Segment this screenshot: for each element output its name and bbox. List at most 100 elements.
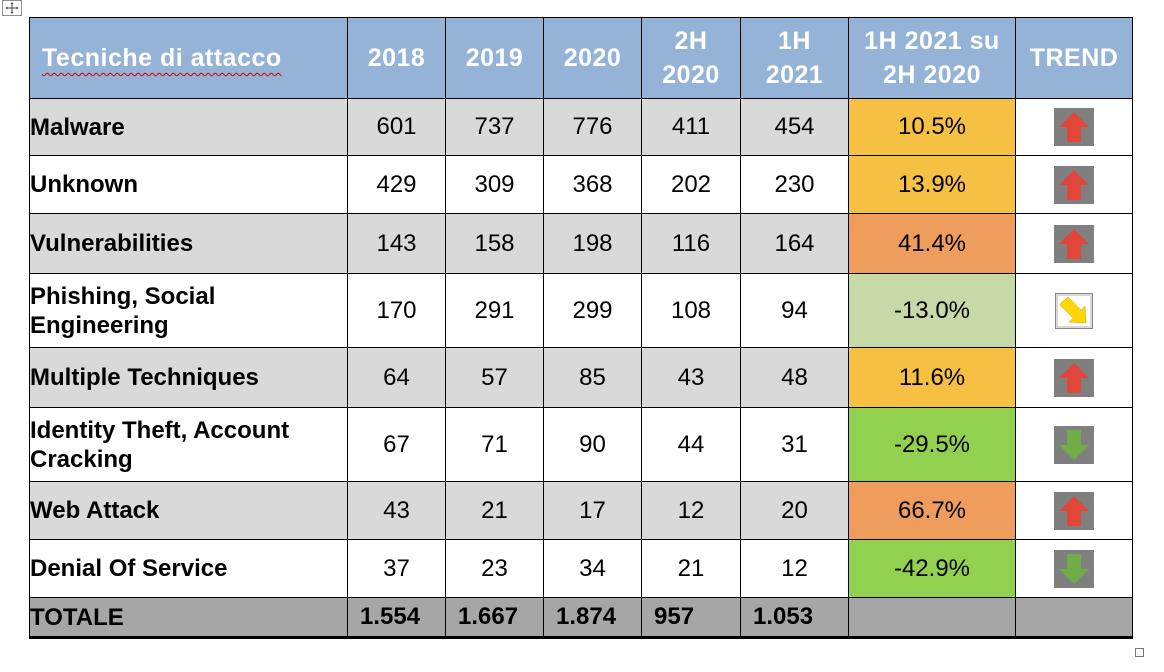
table-row: Multiple Techniques 64 57 85 43 48 11.6% — [29, 347, 1133, 408]
trend-cell — [1015, 273, 1133, 348]
value-2019: 23 — [445, 539, 544, 598]
table-row: Identity Theft, Account Cracking 67 71 9… — [29, 407, 1133, 482]
header-2h-2020: 2H 2020 — [641, 17, 741, 99]
table-row: Denial Of Service 37 23 34 21 12 -42.9% — [29, 539, 1133, 598]
value-2020: 368 — [543, 155, 642, 214]
header-2019: 2019 — [445, 17, 544, 99]
table-move-handle-icon[interactable] — [2, 0, 22, 16]
total-row: TOTALE 1.554 1.667 1.874 957 1.053 — [29, 597, 1133, 639]
trend-cell — [1015, 539, 1133, 598]
technique-cell: Web Attack — [29, 481, 348, 540]
value-2h-2020: 21 — [641, 539, 741, 598]
header-1h-2021: 1H 2021 — [740, 17, 849, 99]
value-2020: 34 — [543, 539, 642, 598]
technique-line1: Identity Theft, Account — [30, 416, 290, 444]
arrow-down-right-icon — [1055, 292, 1093, 329]
technique-cell: Malware — [29, 98, 348, 156]
arrow-down-icon — [1054, 425, 1094, 464]
value-2018: 37 — [347, 539, 446, 598]
value-2020: 90 — [543, 407, 642, 482]
value-2019: 57 — [445, 347, 544, 408]
header-row: Tecniche di attacco 2018 2019 2020 2H 20… — [29, 17, 1133, 99]
header-technique-label: Tecniche di attacco — [42, 44, 282, 72]
arrow-up-icon — [1054, 224, 1094, 263]
value-2020: 299 — [543, 273, 642, 348]
total-2018: 1.554 — [347, 597, 446, 639]
change-cell: 66.7% — [848, 481, 1016, 540]
change-cell: 10.5% — [848, 98, 1016, 156]
trend-cell — [1015, 98, 1133, 156]
header-1h-2021-line1: 1H — [778, 27, 811, 55]
table-row: Vulnerabilities 143 158 198 116 164 41.4… — [29, 213, 1133, 274]
table-row: Web Attack 43 21 17 12 20 66.7% — [29, 481, 1133, 540]
trend-cell — [1015, 347, 1133, 408]
total-2019: 1.667 — [445, 597, 544, 639]
value-1h-2021: 94 — [740, 273, 849, 348]
value-2020: 776 — [543, 98, 642, 156]
arrow-up-icon — [1054, 165, 1094, 204]
table-row: Phishing, Social Engineering 170 291 299… — [29, 273, 1133, 348]
table-row: Unknown 429 309 368 202 230 13.9% — [29, 155, 1133, 214]
value-1h-2021: 12 — [740, 539, 849, 598]
trend-cell — [1015, 481, 1133, 540]
value-1h-2021: 230 — [740, 155, 849, 214]
technique-cell: Identity Theft, Account Cracking — [29, 407, 348, 482]
total-2020: 1.874 — [543, 597, 642, 639]
arrow-up-icon — [1054, 108, 1094, 146]
value-2018: 429 — [347, 155, 446, 214]
value-2h-2020: 108 — [641, 273, 741, 348]
total-label: TOTALE — [29, 597, 348, 639]
header-technique: Tecniche di attacco — [29, 17, 348, 99]
value-2h-2020: 116 — [641, 213, 741, 274]
header-change: 1H 2021 su 2H 2020 — [848, 17, 1016, 99]
trend-cell — [1015, 155, 1133, 214]
total-2h-2020: 957 — [641, 597, 741, 639]
header-change-line1: 1H 2021 su — [864, 27, 1000, 55]
value-2h-2020: 202 — [641, 155, 741, 214]
header-2h-2020-line2: 2020 — [662, 61, 720, 89]
value-1h-2021: 454 — [740, 98, 849, 156]
value-1h-2021: 164 — [740, 213, 849, 274]
change-cell: -29.5% — [848, 407, 1016, 482]
value-2h-2020: 43 — [641, 347, 741, 408]
value-2020: 17 — [543, 481, 642, 540]
value-2020: 85 — [543, 347, 642, 408]
total-1h-2021: 1.053 — [740, 597, 849, 639]
technique-cell: Multiple Techniques — [29, 347, 348, 408]
arrow-down-icon — [1054, 549, 1094, 588]
value-2018: 64 — [347, 347, 446, 408]
value-2019: 291 — [445, 273, 544, 348]
total-change-empty — [848, 597, 1016, 639]
change-cell: 41.4% — [848, 213, 1016, 274]
technique-line2: Cracking — [30, 445, 133, 473]
value-2018: 67 — [347, 407, 446, 482]
value-2019: 309 — [445, 155, 544, 214]
total-trend-empty — [1015, 597, 1133, 639]
value-2018: 43 — [347, 481, 446, 540]
value-2h-2020: 411 — [641, 98, 741, 156]
value-2019: 71 — [445, 407, 544, 482]
value-1h-2021: 48 — [740, 347, 849, 408]
attack-techniques-table: Tecniche di attacco 2018 2019 2020 2H 20… — [29, 17, 1133, 639]
value-2h-2020: 12 — [641, 481, 741, 540]
header-trend: TREND — [1015, 17, 1133, 99]
value-2019: 158 — [445, 213, 544, 274]
trend-cell — [1015, 213, 1133, 274]
technique-line1: Phishing, Social — [30, 282, 216, 310]
header-1h-2021-line2: 2021 — [765, 61, 824, 89]
technique-cell: Denial Of Service — [29, 539, 348, 598]
value-1h-2021: 20 — [740, 481, 849, 540]
technique-cell: Phishing, Social Engineering — [29, 273, 348, 348]
change-cell: 13.9% — [848, 155, 1016, 214]
value-2020: 198 — [543, 213, 642, 274]
technique-cell: Vulnerabilities — [29, 213, 348, 274]
header-2018: 2018 — [347, 17, 446, 99]
value-2018: 143 — [347, 213, 446, 274]
value-2019: 737 — [445, 98, 544, 156]
value-2h-2020: 44 — [641, 407, 741, 482]
value-2019: 21 — [445, 481, 544, 540]
arrow-up-icon — [1054, 358, 1094, 397]
arrow-up-icon — [1054, 491, 1094, 530]
table-resize-handle-icon[interactable] — [1135, 648, 1144, 657]
